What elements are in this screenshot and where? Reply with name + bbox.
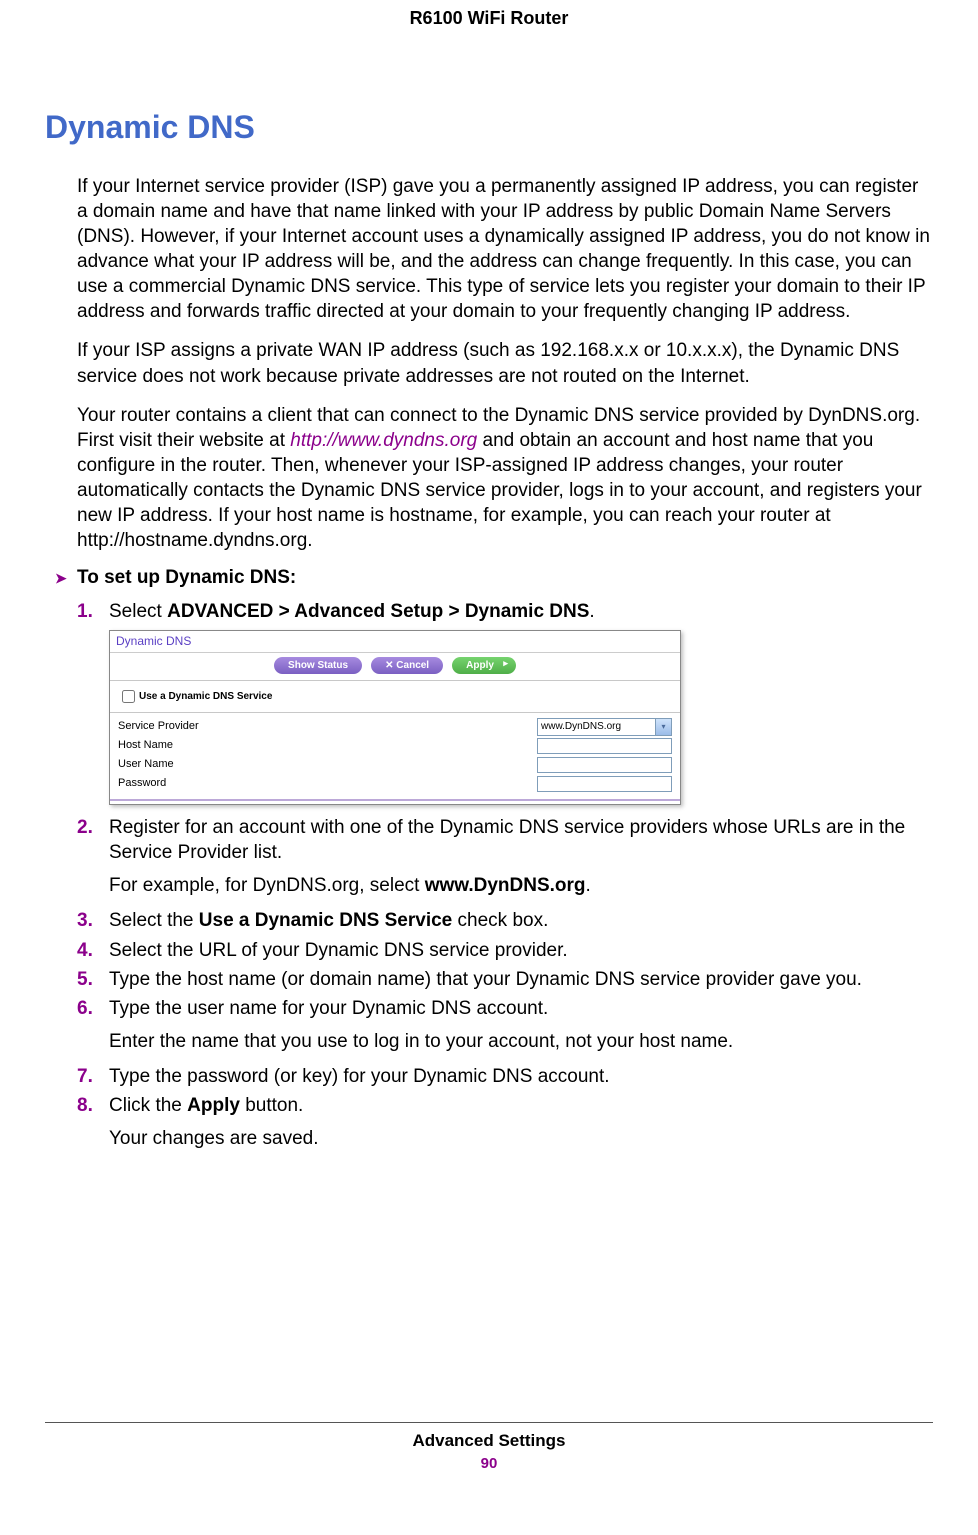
password-label: Password	[118, 776, 537, 791]
proc-arrow-icon: ➤	[55, 570, 67, 587]
step2-p-a: For example, for DynDNS.org, select	[109, 875, 425, 896]
step8-a: Click the	[109, 1095, 187, 1116]
step-1: Select ADVANCED > Advanced Setup > Dynam…	[77, 599, 933, 805]
service-provider-value: www.DynDNS.org	[541, 720, 621, 733]
cancel-button[interactable]: Cancel	[371, 657, 443, 674]
proc-title: To set up Dynamic DNS:	[77, 567, 296, 588]
step-8: Click the Apply button. Your changes are…	[77, 1093, 933, 1151]
step-3: Select the Use a Dynamic DNS Service che…	[77, 908, 933, 933]
step-5: Type the host name (or domain name) that…	[77, 967, 933, 992]
step3-a: Select the	[109, 910, 199, 931]
paragraph-2: If your ISP assigns a private WAN IP add…	[77, 338, 933, 388]
show-status-button[interactable]: Show Status	[274, 657, 362, 674]
step3-b: Use a Dynamic DNS Service	[199, 910, 452, 931]
service-provider-label: Service Provider	[118, 719, 537, 734]
section-title: Dynamic DNS	[45, 109, 933, 146]
step2-text: Register for an account with one of the …	[109, 817, 905, 863]
step1-a: Select	[109, 601, 167, 622]
apply-button[interactable]: Apply	[452, 657, 516, 674]
footer-page-number: 90	[45, 1455, 933, 1472]
step1-path: ADVANCED > Advanced Setup > Dynamic DNS	[167, 601, 589, 622]
hostname-input[interactable]	[537, 738, 672, 754]
step2-p-b: www.DynDNS.org	[425, 875, 586, 896]
step8-c: button.	[240, 1095, 303, 1116]
step-2: Register for an account with one of the …	[77, 815, 933, 898]
doc-header: R6100 WiFi Router	[45, 0, 933, 29]
service-provider-select[interactable]: www.DynDNS.org ▾	[537, 718, 672, 736]
dropdown-icon: ▾	[655, 719, 671, 735]
use-ddns-checkbox[interactable]	[122, 690, 135, 703]
hostname-label: Host Name	[118, 738, 537, 753]
step8-note: Your changes are saved.	[109, 1126, 933, 1151]
footer-section: Advanced Settings	[45, 1431, 933, 1451]
step6-text: Type the user name for your Dynamic DNS …	[109, 998, 548, 1019]
use-ddns-label: Use a Dynamic DNS Service	[139, 691, 272, 702]
page-footer: Advanced Settings 90	[45, 1422, 933, 1472]
password-input[interactable]	[537, 776, 672, 792]
step-6: Type the user name for your Dynamic DNS …	[77, 996, 933, 1054]
step3-c: check box.	[452, 910, 548, 931]
paragraph-3: Your router contains a client that can c…	[77, 403, 933, 553]
username-label: User Name	[118, 757, 537, 772]
dyndns-link[interactable]: http://www.dyndns.org	[290, 430, 477, 451]
step6-note: Enter the name that you use to log in to…	[109, 1029, 933, 1054]
step2-p-c: .	[586, 875, 591, 896]
step-4: Select the URL of your Dynamic DNS servi…	[77, 938, 933, 963]
screenshot-dynamic-dns: Dynamic DNS Show Status Cancel Apply Use…	[109, 630, 681, 805]
step1-c: .	[589, 601, 594, 622]
step8-b: Apply	[187, 1095, 240, 1116]
shot-title: Dynamic DNS	[110, 631, 680, 653]
paragraph-1: If your Internet service provider (ISP) …	[77, 174, 933, 324]
username-input[interactable]	[537, 757, 672, 773]
step-7: Type the password (or key) for your Dyna…	[77, 1064, 933, 1089]
